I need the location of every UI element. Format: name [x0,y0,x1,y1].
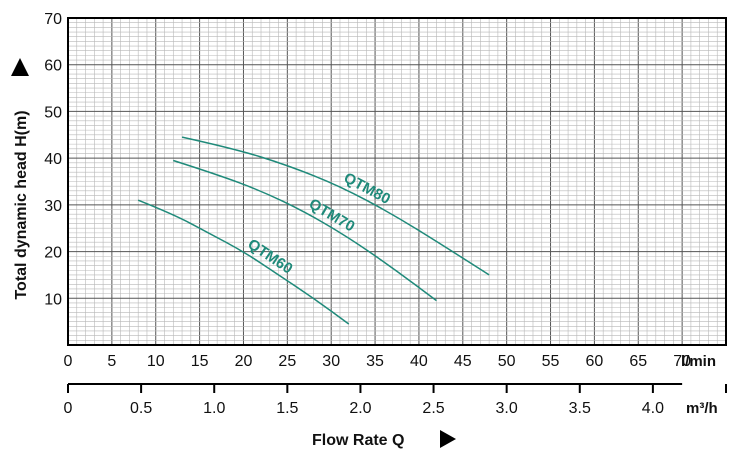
x-tick-label: 5 [107,353,116,370]
x-secondary-tick-label: 0 [64,400,73,417]
curve-qtm60 [137,199,350,325]
x-tick-label: 15 [191,353,209,370]
x-secondary-tick-label: 3.5 [569,400,591,417]
x-tick-label: 0 [64,353,73,370]
y-tick-labels: 10 20 30 40 50 60 70 [44,11,62,308]
x-tick-label: 70 [673,353,691,370]
y-tick-label: 10 [44,291,62,308]
x-secondary-tick-label: 4.0 [642,400,664,417]
x-tick-labels-lmin: 0 5 10 15 20 25 30 35 40 45 50 55 60 65 70 [64,353,692,370]
x-tick-labels-m3h: 0 0.5 1.0 1.5 2.0 2.5 3.0 3.5 4.0 [64,384,727,417]
x-secondary-tick-label: 2.5 [422,400,444,417]
y-tick-label: 60 [44,58,62,75]
x-tick-label: 40 [410,353,428,370]
x-tick-label: 45 [454,353,472,370]
plot-frame [67,17,727,346]
x-axis-title: Flow Rate Q [312,432,404,449]
curve-qtm80 [181,136,490,276]
x-unit-lmin: l/min [681,353,716,370]
x-secondary-tick-label: 1.0 [203,400,225,417]
x-tick-label: 20 [235,353,253,370]
x-tick-label: 25 [278,353,296,370]
x-secondary-tick-label: 3.0 [496,400,518,417]
y-tick-label: 30 [44,198,62,215]
x-secondary-tick-label: 1.5 [276,400,298,417]
x-tick-label: 10 [147,353,165,370]
y-tick-label: 40 [44,151,62,168]
x-tick-label: 55 [542,353,560,370]
y-axis-arrow-icon [11,58,29,76]
curves [137,136,490,325]
x-secondary-tick-label: 0.5 [130,400,152,417]
x-tick-label: 50 [498,353,516,370]
x-axis-arrow-icon [440,430,456,448]
grid [67,17,727,346]
y-tick-label: 20 [44,245,62,262]
x-secondary-tick-label: 2.0 [349,400,371,417]
y-axis-title: Total dynamic head H(m) [13,110,30,299]
x-tick-label: 35 [366,353,384,370]
x-tick-label: 30 [322,353,340,370]
x-tick-label: 60 [586,353,604,370]
y-tick-label: 70 [44,11,62,28]
y-tick-label: 50 [44,104,62,121]
x-tick-label: 65 [629,353,647,370]
x-unit-m3h: m³/h [686,400,718,417]
curve-qtm70 [173,159,437,302]
